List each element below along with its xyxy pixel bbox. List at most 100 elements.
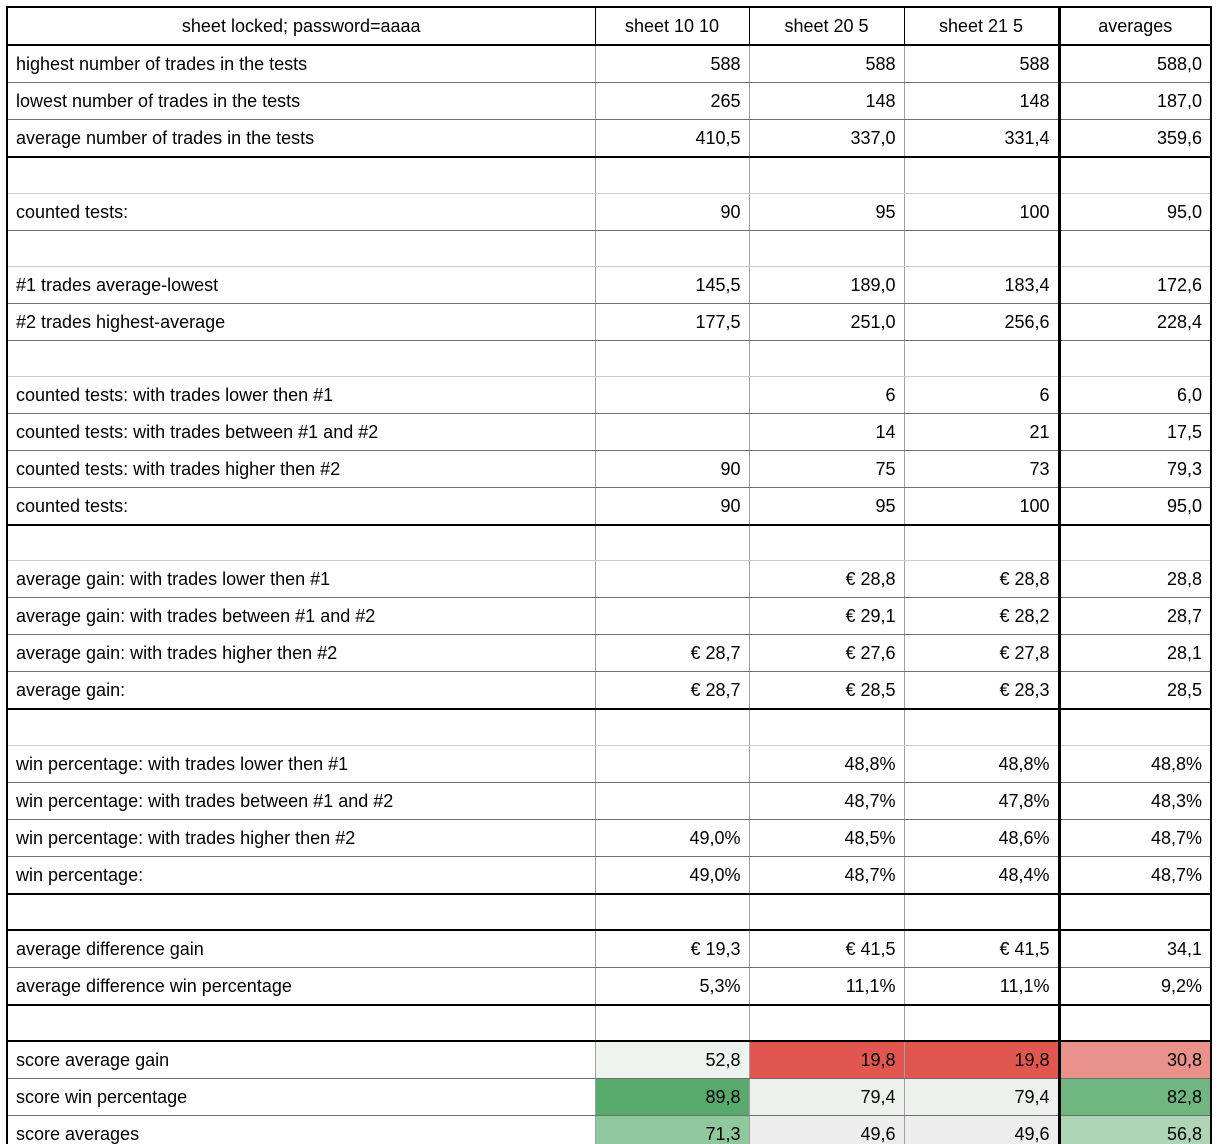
value-cell[interactable]: 359,6: [1057, 119, 1212, 158]
row-label-cell[interactable]: average gain:: [6, 671, 596, 710]
value-cell[interactable]: 19,8: [903, 1039, 1060, 1079]
value-cell[interactable]: 90: [594, 449, 750, 488]
value-cell[interactable]: [748, 339, 905, 377]
value-cell[interactable]: 6: [903, 375, 1060, 414]
row-label-cell[interactable]: #2 trades highest-average: [6, 302, 596, 341]
value-cell[interactable]: 189,0: [748, 265, 905, 304]
sheet-title-cell[interactable]: sheet locked; password=aaaa: [6, 6, 596, 46]
value-cell[interactable]: 100: [903, 192, 1060, 231]
value-cell[interactable]: 49,0%: [594, 855, 750, 895]
row-label-cell[interactable]: lowest number of trades in the tests: [6, 82, 596, 120]
value-cell[interactable]: 410,5: [594, 119, 750, 158]
value-cell[interactable]: 331,4: [903, 119, 1060, 158]
value-cell[interactable]: [594, 375, 750, 414]
value-cell[interactable]: [594, 781, 750, 820]
value-cell[interactable]: [1057, 1004, 1212, 1041]
value-cell[interactable]: 265: [594, 82, 750, 120]
value-cell[interactable]: 47,8%: [903, 781, 1060, 820]
value-cell[interactable]: [903, 229, 1060, 267]
row-label-cell[interactable]: #1 trades average-lowest: [6, 265, 596, 304]
value-cell[interactable]: 90: [594, 486, 750, 526]
column-header[interactable]: sheet 10 10: [594, 6, 750, 46]
value-cell[interactable]: [1057, 893, 1212, 930]
row-label-cell[interactable]: score averages: [6, 1114, 596, 1144]
value-cell[interactable]: 48,8%: [1057, 744, 1212, 783]
value-cell[interactable]: [903, 708, 1060, 746]
row-label-cell[interactable]: average difference gain: [6, 928, 596, 968]
value-cell[interactable]: [903, 1004, 1060, 1041]
row-label-cell[interactable]: score win percentage: [6, 1077, 596, 1116]
value-cell[interactable]: 183,4: [903, 265, 1060, 304]
value-cell[interactable]: [594, 412, 750, 451]
row-label-cell[interactable]: score average gain: [6, 1039, 596, 1079]
value-cell[interactable]: 95: [748, 192, 905, 231]
value-cell[interactable]: € 29,1: [748, 597, 905, 635]
value-cell[interactable]: 28,7: [1057, 597, 1212, 635]
spacer-cell[interactable]: [6, 893, 596, 930]
row-label-cell[interactable]: average gain: with trades higher then #2: [6, 634, 596, 672]
value-cell[interactable]: 5,3%: [594, 966, 750, 1006]
value-cell[interactable]: 588,0: [1057, 44, 1212, 83]
value-cell[interactable]: [748, 708, 905, 746]
value-cell[interactable]: 228,4: [1057, 302, 1212, 341]
spacer-cell[interactable]: [6, 339, 596, 377]
row-label-cell[interactable]: win percentage: with trades higher then …: [6, 818, 596, 857]
value-cell[interactable]: 11,1%: [903, 966, 1060, 1006]
spacer-cell[interactable]: [6, 524, 596, 561]
value-cell[interactable]: 28,5: [1057, 671, 1212, 710]
value-cell[interactable]: 56,8: [1057, 1114, 1212, 1144]
value-cell[interactable]: [748, 156, 905, 194]
value-cell[interactable]: 48,7%: [1057, 818, 1212, 857]
value-cell[interactable]: 145,5: [594, 265, 750, 304]
value-cell[interactable]: 49,6: [748, 1114, 905, 1144]
value-cell[interactable]: [594, 156, 750, 194]
value-cell[interactable]: 48,6%: [903, 818, 1060, 857]
value-cell[interactable]: [594, 597, 750, 635]
value-cell[interactable]: 148: [748, 82, 905, 120]
value-cell[interactable]: 48,4%: [903, 855, 1060, 895]
value-cell[interactable]: [748, 1004, 905, 1041]
row-label-cell[interactable]: counted tests:: [6, 486, 596, 526]
value-cell[interactable]: € 28,7: [594, 671, 750, 710]
value-cell[interactable]: 148: [903, 82, 1060, 120]
value-cell[interactable]: [594, 560, 750, 598]
value-cell[interactable]: 172,6: [1057, 265, 1212, 304]
value-cell[interactable]: 17,5: [1057, 412, 1212, 451]
value-cell[interactable]: 30,8: [1057, 1039, 1212, 1079]
value-cell[interactable]: 337,0: [748, 119, 905, 158]
value-cell[interactable]: 48,7%: [748, 781, 905, 820]
value-cell[interactable]: [594, 1004, 750, 1041]
value-cell[interactable]: € 27,6: [748, 634, 905, 672]
value-cell[interactable]: 79,4: [903, 1077, 1060, 1116]
value-cell[interactable]: € 41,5: [903, 928, 1060, 968]
value-cell[interactable]: 75: [748, 449, 905, 488]
value-cell[interactable]: [1057, 339, 1212, 377]
row-label-cell[interactable]: counted tests:: [6, 192, 596, 231]
value-cell[interactable]: 49,6: [903, 1114, 1060, 1144]
spacer-cell[interactable]: [6, 708, 596, 746]
value-cell[interactable]: € 41,5: [748, 928, 905, 968]
value-cell[interactable]: 187,0: [1057, 82, 1212, 120]
row-label-cell[interactable]: win percentage:: [6, 855, 596, 895]
value-cell[interactable]: 95: [748, 486, 905, 526]
value-cell[interactable]: 256,6: [903, 302, 1060, 341]
value-cell[interactable]: 28,8: [1057, 560, 1212, 598]
value-cell[interactable]: 79,4: [748, 1077, 905, 1116]
row-label-cell[interactable]: highest number of trades in the tests: [6, 44, 596, 83]
value-cell[interactable]: 71,3: [594, 1114, 750, 1144]
value-cell[interactable]: 251,0: [748, 302, 905, 341]
value-cell[interactable]: 48,7%: [1057, 855, 1212, 895]
row-label-cell[interactable]: counted tests: with trades lower then #1: [6, 375, 596, 414]
value-cell[interactable]: 95,0: [1057, 192, 1212, 231]
value-cell[interactable]: € 28,7: [594, 634, 750, 672]
spacer-cell[interactable]: [6, 229, 596, 267]
value-cell[interactable]: [594, 893, 750, 930]
value-cell[interactable]: 48,8%: [748, 744, 905, 783]
value-cell[interactable]: 48,7%: [748, 855, 905, 895]
value-cell[interactable]: 588: [594, 44, 750, 83]
value-cell[interactable]: 177,5: [594, 302, 750, 341]
value-cell[interactable]: 34,1: [1057, 928, 1212, 968]
value-cell[interactable]: 588: [903, 44, 1060, 83]
value-cell[interactable]: [594, 524, 750, 561]
value-cell[interactable]: [1057, 156, 1212, 194]
